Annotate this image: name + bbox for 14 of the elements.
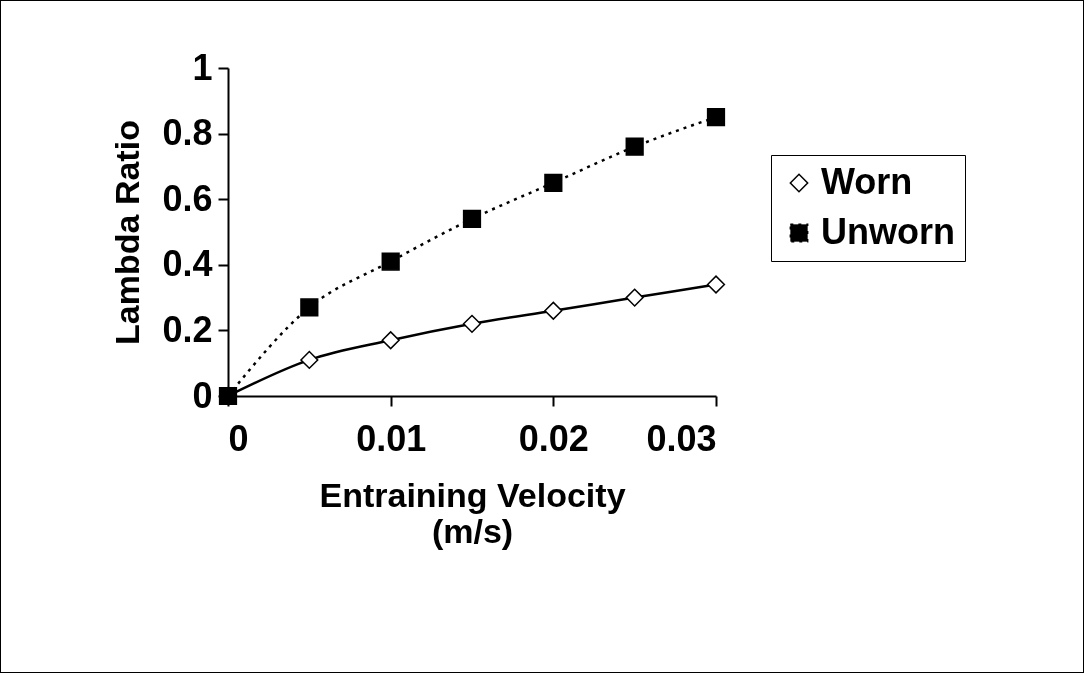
- x-axis-title: Entraining Velocity (m/s): [319, 475, 626, 550]
- y-tick-label: 0.2: [162, 308, 213, 350]
- y-axis-title: Lambda Ratio: [108, 120, 147, 345]
- y-tick-label: 0.6: [162, 177, 213, 219]
- y-tick-label: 0.4: [162, 243, 213, 285]
- x-tick-label: 0.02: [518, 417, 589, 459]
- x-tick-label: 0.01: [356, 417, 427, 459]
- y-tick-label: 0: [192, 374, 213, 416]
- x-tick-label: 0.03: [646, 417, 717, 459]
- legend-label: Unworn: [821, 211, 955, 252]
- y-tick-label: 0.8: [162, 112, 213, 154]
- x-tick-label: 0: [228, 417, 249, 459]
- legend-label: Worn: [821, 161, 913, 202]
- y-tick-label: 1: [192, 46, 213, 88]
